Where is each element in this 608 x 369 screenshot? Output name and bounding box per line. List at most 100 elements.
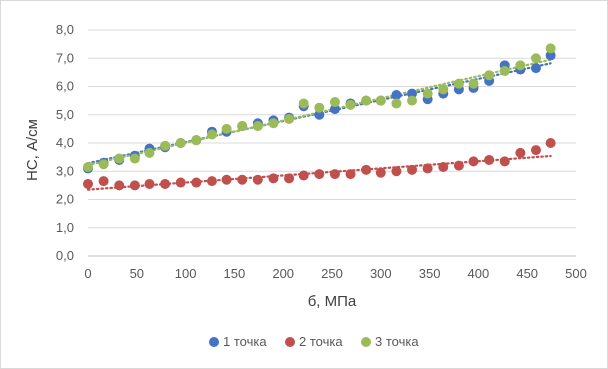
- point-series-1: [314, 109, 325, 120]
- point-series-3: [237, 121, 248, 132]
- point-series-2: [175, 177, 186, 188]
- point-series-2: [221, 174, 232, 185]
- x-tick-label: 250: [321, 266, 343, 281]
- x-tick-label: 300: [370, 266, 392, 281]
- point-series-2: [515, 147, 526, 158]
- point-series-2: [468, 156, 479, 167]
- x-axis-title: б, МПа: [308, 293, 357, 310]
- point-series-3: [468, 78, 479, 89]
- point-series-3: [530, 53, 541, 64]
- point-series-2: [237, 174, 248, 185]
- point-series-2: [499, 156, 510, 167]
- point-series-3: [268, 118, 279, 129]
- x-tick-label: 0: [84, 266, 91, 281]
- point-series-3: [361, 95, 372, 106]
- y-tick-label: 3,0: [56, 163, 74, 178]
- point-series-3: [206, 129, 217, 140]
- x-tick-label: 500: [565, 266, 587, 281]
- point-series-3: [515, 60, 526, 71]
- gridlines: [88, 29, 576, 257]
- x-tick-label: 100: [175, 266, 197, 281]
- point-series-3: [422, 88, 433, 99]
- point-series-3: [129, 153, 140, 164]
- point-series-2: [391, 166, 402, 177]
- point-series-3: [252, 121, 263, 132]
- legend-marker: [209, 337, 219, 347]
- point-series-3: [329, 97, 340, 108]
- x-tick-label: 400: [468, 266, 490, 281]
- point-series-3: [83, 162, 93, 173]
- point-series-2: [329, 169, 340, 180]
- legend-label: 1 точка: [223, 334, 267, 349]
- point-series-3: [160, 140, 171, 151]
- point-series-2: [545, 138, 556, 148]
- point-series-2: [129, 180, 140, 191]
- point-series-3: [191, 135, 202, 146]
- y-tick-label: 7,0: [56, 50, 74, 65]
- point-series-2: [252, 174, 263, 185]
- point-series-2: [298, 170, 309, 181]
- y-tick-label: 2,0: [56, 192, 74, 207]
- legend-marker: [361, 337, 371, 347]
- point-series-2: [114, 180, 125, 191]
- legend-marker: [285, 337, 295, 347]
- point-series-1: [391, 89, 402, 100]
- point-series-2: [422, 163, 433, 174]
- point-series-1: [545, 50, 556, 61]
- y-tick-label: 8,0: [56, 22, 74, 37]
- legend: 1 точка 2 точка 3 точка: [209, 334, 419, 349]
- point-series-2: [453, 160, 464, 171]
- x-tick-label: 450: [516, 266, 538, 281]
- point-series-3: [345, 99, 356, 110]
- x-tick-label: 350: [419, 266, 441, 281]
- point-series-3: [545, 43, 556, 54]
- y-axis-ticks: 0,0 1,0 2,0 3,0 4,0 5,0 6,0 7,0 8,0: [56, 22, 74, 263]
- x-tick-label: 200: [272, 266, 294, 281]
- point-series-3: [98, 159, 109, 170]
- point-series-2: [314, 169, 325, 180]
- point-series-2: [144, 178, 155, 189]
- point-series-2: [438, 162, 449, 173]
- legend-label: 2 точка: [299, 334, 343, 349]
- point-series-3: [175, 138, 186, 148]
- y-tick-label: 5,0: [56, 107, 74, 122]
- point-series-3: [375, 95, 386, 106]
- point-series-3: [438, 84, 449, 95]
- data-points: [83, 43, 556, 191]
- point-series-3: [114, 153, 125, 164]
- point-series-2: [98, 176, 109, 187]
- point-series-1: [329, 104, 340, 115]
- point-series-3: [144, 147, 155, 158]
- point-series-3: [484, 70, 495, 81]
- y-tick-label: 6,0: [56, 79, 74, 94]
- x-tick-label: 150: [224, 266, 246, 281]
- point-series-3: [221, 123, 232, 134]
- point-series-2: [83, 178, 93, 189]
- point-series-2: [530, 145, 541, 156]
- point-series-3: [453, 78, 464, 89]
- point-series-2: [345, 169, 356, 180]
- point-series-2: [191, 177, 202, 188]
- y-axis-title: НС, А/см: [24, 119, 41, 181]
- y-tick-label: 1,0: [56, 220, 74, 235]
- point-series-2: [361, 164, 372, 175]
- point-series-2: [484, 154, 495, 165]
- point-series-2: [268, 173, 279, 184]
- legend-label: 3 точка: [375, 334, 419, 349]
- point-series-3: [314, 102, 325, 113]
- point-series-1: [407, 88, 418, 99]
- point-series-2: [407, 164, 418, 175]
- point-series-3: [499, 65, 510, 76]
- point-series-3: [284, 113, 295, 124]
- point-series-2: [375, 167, 386, 178]
- point-series-3: [391, 98, 402, 109]
- point-series-3: [298, 98, 309, 109]
- point-series-1: [530, 63, 541, 74]
- y-tick-label: 0,0: [56, 248, 74, 263]
- x-tick-label: 50: [130, 266, 144, 281]
- x-axis-ticks: 0 50 100 150 200 250 300 350 400 450 500: [84, 266, 586, 281]
- point-series-2: [284, 173, 295, 184]
- point-series-2: [206, 176, 217, 187]
- point-series-2: [160, 178, 171, 189]
